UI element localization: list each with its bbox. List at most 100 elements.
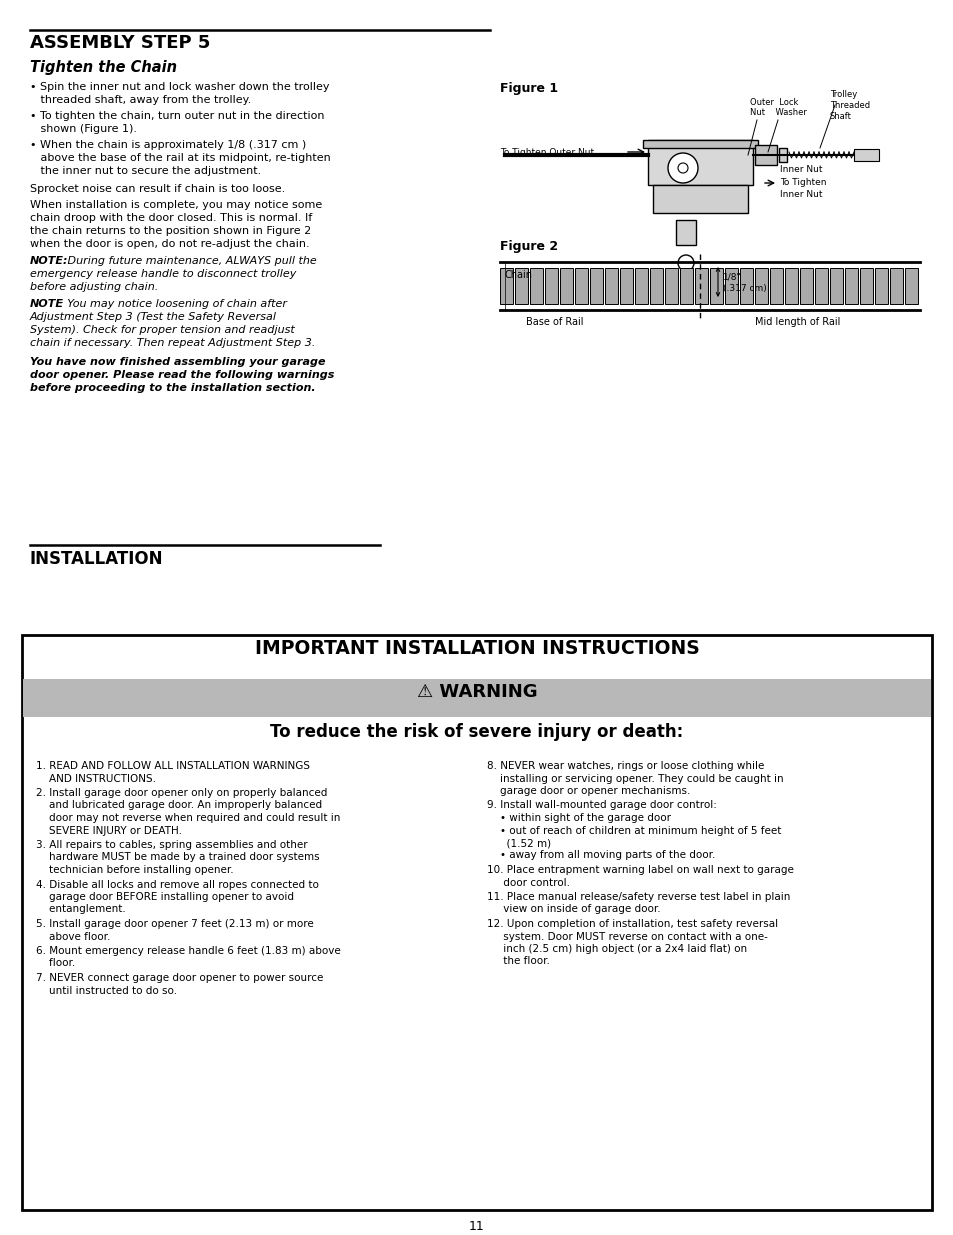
Bar (754, 144, 776, 165)
Text: until instructed to do so.: until instructed to do so. (36, 986, 177, 995)
Text: 3. All repairs to cables, spring assemblies and other: 3. All repairs to cables, spring assembl… (36, 840, 307, 850)
Text: 5. Install garage door opener 7 feet (2.13 m) or more: 5. Install garage door opener 7 feet (2.… (36, 919, 314, 929)
Bar (589, 268, 602, 304)
Bar (604, 268, 618, 304)
Text: installing or servicing opener. They could be caught in: installing or servicing opener. They cou… (486, 773, 782, 783)
Text: Adjustment Step 3 (Test the Safety Reversal: Adjustment Step 3 (Test the Safety Rever… (30, 312, 276, 322)
Bar (676, 220, 696, 245)
Text: ASSEMBLY STEP 5: ASSEMBLY STEP 5 (30, 35, 211, 52)
Text: Inner Nut: Inner Nut (780, 190, 821, 199)
Text: To Tighten: To Tighten (780, 178, 825, 186)
Text: 10. Place entrapment warning label on wall next to garage: 10. Place entrapment warning label on wa… (486, 864, 793, 876)
Text: before adjusting chain.: before adjusting chain. (30, 282, 158, 291)
Text: Trolley
Threaded
Shaft: Trolley Threaded Shaft (829, 90, 869, 121)
Text: IMPORTANT INSTALLATION INSTRUCTIONS: IMPORTANT INSTALLATION INSTRUCTIONS (254, 638, 699, 658)
Text: 1/8": 1/8" (722, 272, 740, 282)
Bar (829, 268, 842, 304)
Bar (559, 268, 573, 304)
Bar (724, 268, 738, 304)
Circle shape (678, 254, 693, 270)
Text: above the base of the rail at its midpoint, re-tighten: above the base of the rail at its midpoi… (30, 153, 331, 163)
Text: entanglement.: entanglement. (36, 904, 126, 914)
Text: Sprocket noise can result if chain is too loose.: Sprocket noise can result if chain is to… (30, 184, 285, 194)
Text: door may not reverse when required and could result in: door may not reverse when required and c… (36, 813, 340, 823)
Bar (499, 268, 513, 304)
Text: threaded shaft, away from the trolley.: threaded shaft, away from the trolley. (30, 95, 251, 105)
Text: Figure 1: Figure 1 (499, 82, 558, 95)
Text: • Spin the inner nut and lock washer down the trolley: • Spin the inner nut and lock washer dow… (30, 82, 329, 91)
Text: During future maintenance, ALWAYS pull the: During future maintenance, ALWAYS pull t… (64, 256, 316, 266)
Text: garage door or opener mechanisms.: garage door or opener mechanisms. (486, 785, 690, 797)
Text: garage door BEFORE installing opener to avoid: garage door BEFORE installing opener to … (36, 892, 294, 902)
Text: 4. Disable all locks and remove all ropes connected to: 4. Disable all locks and remove all rope… (36, 879, 318, 889)
Text: (.317 cm): (.317 cm) (722, 284, 766, 293)
Bar (515, 268, 527, 304)
Bar (649, 268, 662, 304)
Text: emergency release handle to disconnect trolley: emergency release handle to disconnect t… (30, 269, 296, 279)
Bar (800, 268, 812, 304)
Text: shown (Figure 1).: shown (Figure 1). (30, 124, 137, 135)
Text: Nut    Washer: Nut Washer (749, 107, 806, 117)
Text: Inner Nut: Inner Nut (780, 165, 821, 174)
Text: Figure 2: Figure 2 (499, 240, 558, 253)
Text: before proceeding to the installation section.: before proceeding to the installation se… (30, 383, 315, 393)
Bar (740, 268, 752, 304)
Bar (642, 140, 758, 148)
Text: When installation is complete, you may notice some: When installation is complete, you may n… (30, 200, 322, 210)
Bar (23, 679, 930, 718)
Text: Base of Rail: Base of Rail (526, 317, 583, 327)
Text: and lubricated garage door. An improperly balanced: and lubricated garage door. An improperl… (36, 800, 322, 810)
Bar (874, 268, 887, 304)
Text: SEVERE INJURY or DEATH.: SEVERE INJURY or DEATH. (36, 825, 182, 836)
Text: 1. READ AND FOLLOW ALL INSTALLATION WARNINGS: 1. READ AND FOLLOW ALL INSTALLATION WARN… (36, 761, 310, 771)
Text: ⚠ WARNING: ⚠ WARNING (416, 683, 537, 701)
Text: view on inside of garage door.: view on inside of garage door. (486, 904, 659, 914)
Text: door opener. Please read the following warnings: door opener. Please read the following w… (30, 370, 334, 380)
Text: 8. NEVER wear watches, rings or loose clothing while: 8. NEVER wear watches, rings or loose cl… (486, 761, 763, 771)
Text: 6. Mount emergency release handle 6 feet (1.83 m) above: 6. Mount emergency release handle 6 feet… (36, 946, 340, 956)
Text: AND INSTRUCTIONS.: AND INSTRUCTIONS. (36, 773, 156, 783)
Text: Mid length of Rail: Mid length of Rail (754, 317, 840, 327)
Bar (695, 268, 707, 304)
Text: 11: 11 (469, 1220, 484, 1233)
Text: 7. NEVER connect garage door opener to power source: 7. NEVER connect garage door opener to p… (36, 973, 323, 983)
Text: NOTE: NOTE (30, 299, 64, 309)
Bar (709, 268, 722, 304)
Text: • away from all moving parts of the door.: • away from all moving parts of the door… (486, 851, 715, 861)
Text: floor.: floor. (36, 958, 75, 968)
Bar (769, 268, 782, 304)
Text: • To tighten the chain, turn outer nut in the direction: • To tighten the chain, turn outer nut i… (30, 111, 324, 121)
Bar (619, 268, 633, 304)
Text: hardware MUST be made by a trained door systems: hardware MUST be made by a trained door … (36, 852, 319, 862)
Text: above floor.: above floor. (36, 931, 111, 941)
Bar (652, 185, 747, 212)
Text: door control.: door control. (486, 878, 569, 888)
Bar (679, 268, 692, 304)
Text: the inner nut to secure the adjustment.: the inner nut to secure the adjustment. (30, 165, 261, 177)
Text: NOTE:: NOTE: (30, 256, 69, 266)
Bar (754, 268, 767, 304)
Text: • within sight of the garage door: • within sight of the garage door (486, 813, 670, 823)
Bar (530, 268, 542, 304)
Text: • When the chain is approximately 1/8 (.317 cm ): • When the chain is approximately 1/8 (.… (30, 140, 306, 149)
Text: • out of reach of children at minimum height of 5 feet: • out of reach of children at minimum he… (486, 825, 781, 836)
Bar (853, 149, 878, 161)
Text: inch (2.5 cm) high object (or a 2x4 laid flat) on: inch (2.5 cm) high object (or a 2x4 laid… (486, 944, 746, 953)
Text: To reduce the risk of severe injury or death:: To reduce the risk of severe injury or d… (270, 722, 683, 741)
Text: when the door is open, do not re-adjust the chain.: when the door is open, do not re-adjust … (30, 240, 310, 249)
Text: 9. Install wall-mounted garage door control:: 9. Install wall-mounted garage door cont… (486, 800, 716, 810)
Text: INSTALLATION: INSTALLATION (30, 550, 163, 568)
Text: chain if necessary. Then repeat Adjustment Step 3.: chain if necessary. Then repeat Adjustme… (30, 338, 315, 348)
Bar (844, 268, 857, 304)
Text: the chain returns to the position shown in Figure 2: the chain returns to the position shown … (30, 226, 311, 236)
Text: chain droop with the door closed. This is normal. If: chain droop with the door closed. This i… (30, 212, 312, 224)
Text: (1.52 m): (1.52 m) (486, 839, 551, 848)
Text: Chain: Chain (504, 270, 533, 280)
Text: system. Door MUST reverse on contact with a one-: system. Door MUST reverse on contact wit… (486, 931, 767, 941)
Bar (784, 268, 797, 304)
Bar (575, 268, 587, 304)
Text: You have now finished assembling your garage: You have now finished assembling your ga… (30, 357, 325, 367)
Text: : You may notice loosening of chain after: : You may notice loosening of chain afte… (60, 299, 287, 309)
Bar (779, 148, 786, 162)
Bar (22, 635, 931, 1210)
